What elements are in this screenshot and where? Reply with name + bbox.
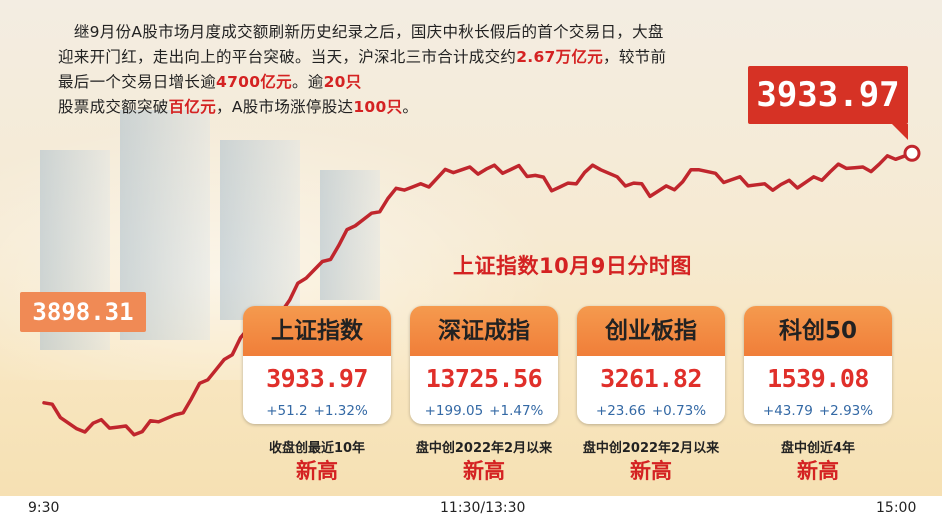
card-note: 盘中创2022年2月以来 (582, 441, 720, 456)
card-note: 盘中创近4年 (780, 441, 856, 456)
chart-title: 上证指数10月9日分时图 (453, 254, 692, 278)
card-name: 科创50 (778, 318, 857, 344)
card-change: +199.05 +1.47% (410, 403, 558, 419)
intro-paragraph: 继9月份A股市场月度成交额刷新历史纪录之后，国庆中秋长假后的首个交易日，大盘迎来… (58, 20, 678, 120)
start-value-label: 3898.31 (20, 292, 146, 332)
card-name: 上证指数 (271, 318, 363, 344)
x-tick-label: 15:00 (876, 500, 917, 516)
record-label: 新高 (630, 459, 672, 483)
card-value: 3933.97 (266, 364, 368, 393)
change-percent: +0.73% (651, 403, 707, 419)
x-axis-bar (0, 496, 942, 525)
record-label: 新高 (296, 459, 338, 483)
background-building (220, 140, 300, 320)
card-name: 创业板指 (605, 318, 697, 344)
intro-text: ，较节前最后一个交易日增长逾 (58, 48, 667, 91)
index-card-shenzhen: 深证成指 13725.56 +199.05 +1.47% (410, 306, 558, 424)
card-value: 1539.08 (767, 364, 869, 393)
stocks-count-highlight: 20只 (323, 73, 362, 91)
card-value: 13725.56 (425, 364, 543, 393)
series-line (42, 151, 914, 437)
turnover-highlight: 2.67万亿元 (516, 48, 604, 66)
end-value-callout: 3933.97 (748, 66, 908, 140)
card-change: +51.2 +1.32% (243, 403, 391, 419)
callout-tail (892, 124, 908, 140)
change-percent: +1.47% (489, 403, 544, 419)
intro-text: 。逾 (291, 73, 324, 91)
card-name: 深证成指 (438, 318, 530, 344)
stock-turnover-highlight: 百亿元 (168, 98, 217, 116)
change-points: +199.05 (424, 403, 484, 419)
limit-up-highlight: 100只 (353, 98, 403, 116)
intro-text: 。 (402, 98, 419, 116)
card-note: 收盘创最近10年 (268, 441, 366, 456)
change-points: +43.79 (762, 403, 813, 419)
index-card-chinext: 创业板指 3261.82 +23.66 +0.73% (577, 306, 725, 424)
background-building (320, 170, 380, 300)
record-label: 新高 (797, 459, 839, 483)
change-points: +51.2 (266, 403, 308, 419)
increase-highlight: 4700亿元 (216, 73, 292, 91)
card-change: +43.79 +2.93% (744, 403, 892, 419)
x-tick-label: 11:30/13:30 (440, 500, 526, 516)
card-value: 3261.82 (600, 364, 702, 393)
change-percent: +2.93% (818, 403, 874, 419)
index-card-star50: 科创50 1539.08 +43.79 +2.93% (744, 306, 892, 424)
change-percent: +1.32% (313, 403, 368, 419)
end-value-label: 3933.97 (756, 75, 900, 115)
intro-text: ，A股市场涨停股达 (216, 98, 354, 116)
intro-text: 股票成交额突破 (58, 98, 169, 116)
change-points: +23.66 (595, 403, 646, 419)
record-label: 新高 (463, 459, 505, 483)
intro-text: 继9月份A股市场月度成交额刷新历史纪录之后，国庆中秋长假后的首个交易日，大盘迎来… (58, 23, 664, 66)
index-card-shanghai: 上证指数 3933.97 +51.2 +1.32% (243, 306, 391, 424)
end-point-marker (903, 144, 921, 162)
x-tick-label: 9:30 (28, 500, 60, 516)
card-change: +23.66 +0.73% (577, 403, 725, 419)
card-note: 盘中创2022年2月以来 (415, 441, 553, 456)
